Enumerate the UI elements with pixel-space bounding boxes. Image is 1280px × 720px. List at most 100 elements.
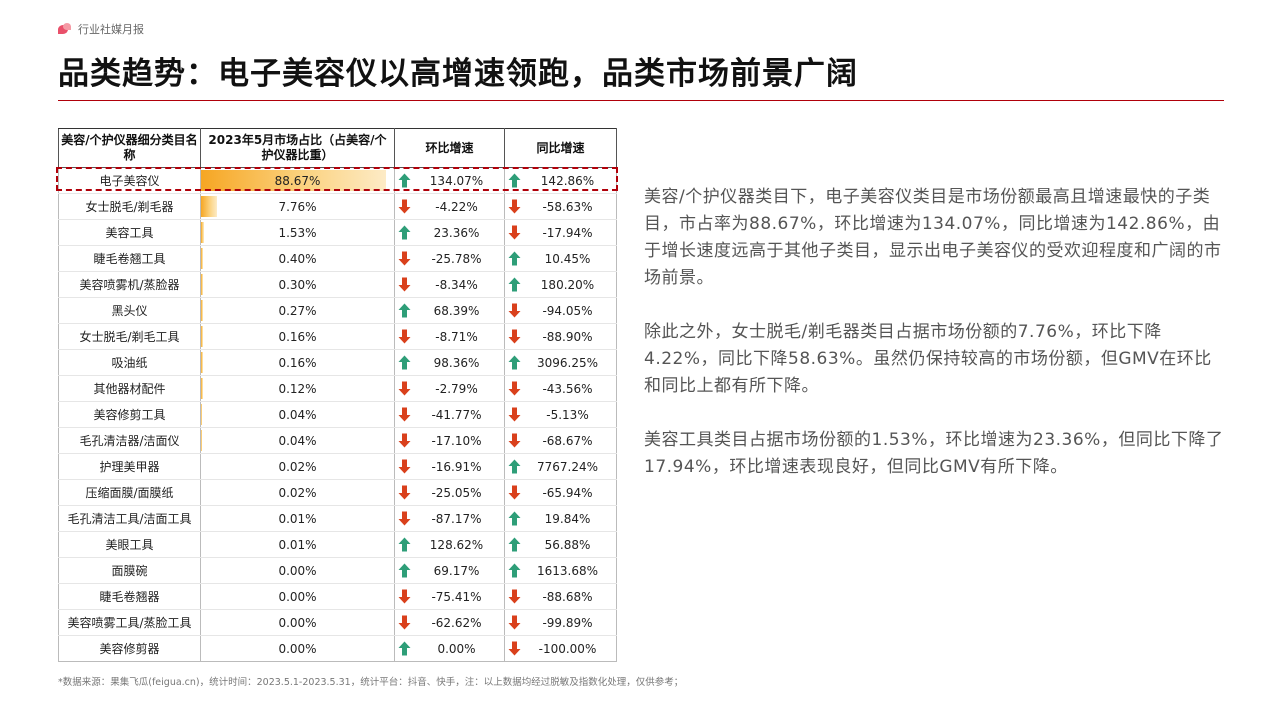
yoy-cell: -94.05%: [504, 297, 617, 324]
header-yoy: 同比增速: [504, 128, 617, 168]
table-row: 护理美甲器 0.02% -16.91% 7767.24%: [58, 453, 617, 480]
yoy-value: 56.88%: [544, 537, 591, 552]
table-row: 面膜碗 0.00% 69.17% 1613.68%: [58, 557, 617, 584]
yoy-value: -100.00%: [538, 641, 597, 656]
category-name: 护理美甲器: [58, 453, 201, 480]
yoy-cell: -99.89%: [504, 609, 617, 636]
yoy-value: -43.56%: [542, 381, 593, 396]
arrow-up-icon: [508, 277, 521, 292]
mom-value: -17.10%: [431, 433, 482, 448]
arrow-down-icon: [508, 485, 521, 500]
share-bar: [201, 352, 204, 373]
share-cell: 0.00%: [200, 635, 395, 662]
arrow-up-icon: [398, 355, 411, 370]
share-cell: 0.30%: [200, 271, 395, 298]
mom-cell: 0.00%: [394, 635, 505, 662]
mom-cell: 23.36%: [394, 219, 505, 246]
share-cell: 0.16%: [200, 349, 395, 376]
header-mom: 环比增速: [394, 128, 505, 168]
share-value: 0.27%: [278, 303, 317, 318]
mom-value: -75.41%: [431, 589, 482, 604]
arrow-down-icon: [398, 589, 411, 604]
share-bar: [201, 222, 205, 243]
share-cell: 0.00%: [200, 609, 395, 636]
share-value: 0.04%: [278, 433, 317, 448]
table-row: 美眼工具 0.01% 128.62% 56.88%: [58, 531, 617, 558]
yoy-cell: 1613.68%: [504, 557, 617, 584]
arrow-up-icon: [508, 173, 521, 188]
share-value: 0.00%: [278, 615, 317, 630]
arrow-up-icon: [398, 303, 411, 318]
share-bar: [201, 326, 204, 347]
mom-cell: -8.71%: [394, 323, 505, 350]
category-name: 睫毛卷翘工具: [58, 245, 201, 272]
mom-cell: 69.17%: [394, 557, 505, 584]
yoy-value: 1613.68%: [536, 563, 599, 578]
share-value: 0.30%: [278, 277, 317, 292]
category-name: 电子美容仪: [58, 167, 201, 194]
mom-value: 23.36%: [433, 225, 480, 240]
mom-value: 0.00%: [437, 641, 476, 656]
category-name: 美容喷雾工具/蒸脸工具: [58, 609, 201, 636]
share-cell: 0.12%: [200, 375, 395, 402]
mom-cell: -75.41%: [394, 583, 505, 610]
yoy-value: -58.63%: [542, 199, 593, 214]
mom-cell: -25.78%: [394, 245, 505, 272]
mom-cell: 98.36%: [394, 349, 505, 376]
yoy-cell: 19.84%: [504, 505, 617, 532]
mom-value: 134.07%: [429, 173, 484, 188]
yoy-cell: 10.45%: [504, 245, 617, 272]
yoy-value: 7767.24%: [536, 459, 599, 474]
arrow-down-icon: [398, 251, 411, 266]
yoy-value: 142.86%: [540, 173, 595, 188]
category-name: 毛孔清洁器/洁面仪: [58, 427, 201, 454]
arrow-up-icon: [398, 537, 411, 552]
commentary-paragraph: 美容/个护仪器类目下，电子美容仪类目是市场份额最高且增速最快的子类目，市占率为8…: [644, 187, 1222, 288]
arrow-up-icon: [398, 225, 411, 240]
mom-cell: -8.34%: [394, 271, 505, 298]
yoy-cell: -5.13%: [504, 401, 617, 428]
share-bar: [201, 378, 204, 399]
arrow-up-icon: [508, 459, 521, 474]
category-name: 吸油纸: [58, 349, 201, 376]
share-value: 0.16%: [278, 329, 317, 344]
mom-value: 128.62%: [429, 537, 484, 552]
header-category: 美容/个护仪器细分类目名称: [58, 128, 201, 168]
mom-value: -4.22%: [435, 199, 478, 214]
mom-value: 98.36%: [433, 355, 480, 370]
arrow-down-icon: [508, 381, 521, 396]
table-row: 美容修剪器 0.00% 0.00% -100.00%: [58, 635, 617, 662]
share-cell: 0.27%: [200, 297, 395, 324]
arrow-down-icon: [398, 433, 411, 448]
category-name: 美容喷雾机/蒸脸器: [58, 271, 201, 298]
yoy-value: 3096.25%: [536, 355, 599, 370]
category-name: 面膜碗: [58, 557, 201, 584]
arrow-down-icon: [508, 225, 521, 240]
share-value: 88.67%: [274, 173, 321, 188]
table-row: 美容喷雾机/蒸脸器 0.30% -8.34% 180.20%: [58, 271, 617, 298]
arrow-down-icon: [508, 433, 521, 448]
mom-value: -8.71%: [435, 329, 478, 344]
share-value: 0.01%: [278, 511, 317, 526]
page-title: 品类趋势：电子美容仪以高增速领跑，品类市场前景广阔: [58, 56, 858, 92]
yoy-cell: -88.68%: [504, 583, 617, 610]
table-row: 电子美容仪 88.67% 134.07% 142.86%: [58, 167, 617, 194]
arrow-down-icon: [398, 329, 411, 344]
share-value: 7.76%: [278, 199, 317, 214]
yoy-value: 19.84%: [544, 511, 591, 526]
category-name: 压缩面膜/面膜纸: [58, 479, 201, 506]
header-brand: 行业社媒月报: [58, 20, 144, 38]
yoy-cell: -17.94%: [504, 219, 617, 246]
table-row: 睫毛卷翘工具 0.40% -25.78% 10.45%: [58, 245, 617, 272]
yoy-value: -94.05%: [542, 303, 593, 318]
mom-value: -16.91%: [431, 459, 482, 474]
yoy-cell: 3096.25%: [504, 349, 617, 376]
share-value: 0.12%: [278, 381, 317, 396]
mom-cell: -25.05%: [394, 479, 505, 506]
table-body: 电子美容仪 88.67% 134.07% 142.86% 女士脱毛/剃毛器 7.76% -4…: [58, 167, 617, 662]
yoy-value: 180.20%: [540, 277, 595, 292]
share-bar: [201, 196, 218, 217]
share-cell: 0.04%: [200, 427, 395, 454]
arrow-up-icon: [398, 641, 411, 656]
arrow-down-icon: [398, 277, 411, 292]
